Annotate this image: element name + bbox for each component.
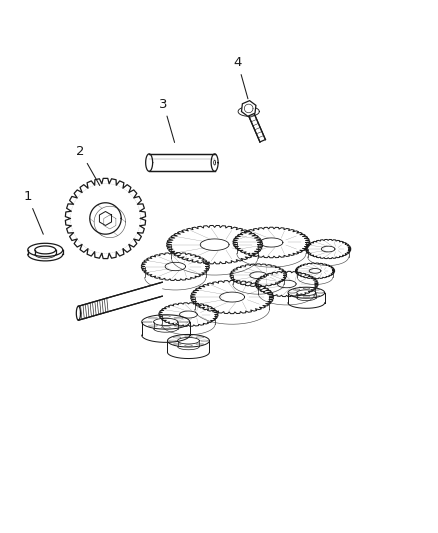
Text: 1: 1 xyxy=(24,190,43,234)
Text: 3: 3 xyxy=(159,98,175,142)
Polygon shape xyxy=(241,101,256,116)
Polygon shape xyxy=(246,107,265,142)
Text: 4: 4 xyxy=(233,56,248,99)
Polygon shape xyxy=(78,282,162,320)
Text: 2: 2 xyxy=(76,145,100,185)
Polygon shape xyxy=(149,154,215,171)
